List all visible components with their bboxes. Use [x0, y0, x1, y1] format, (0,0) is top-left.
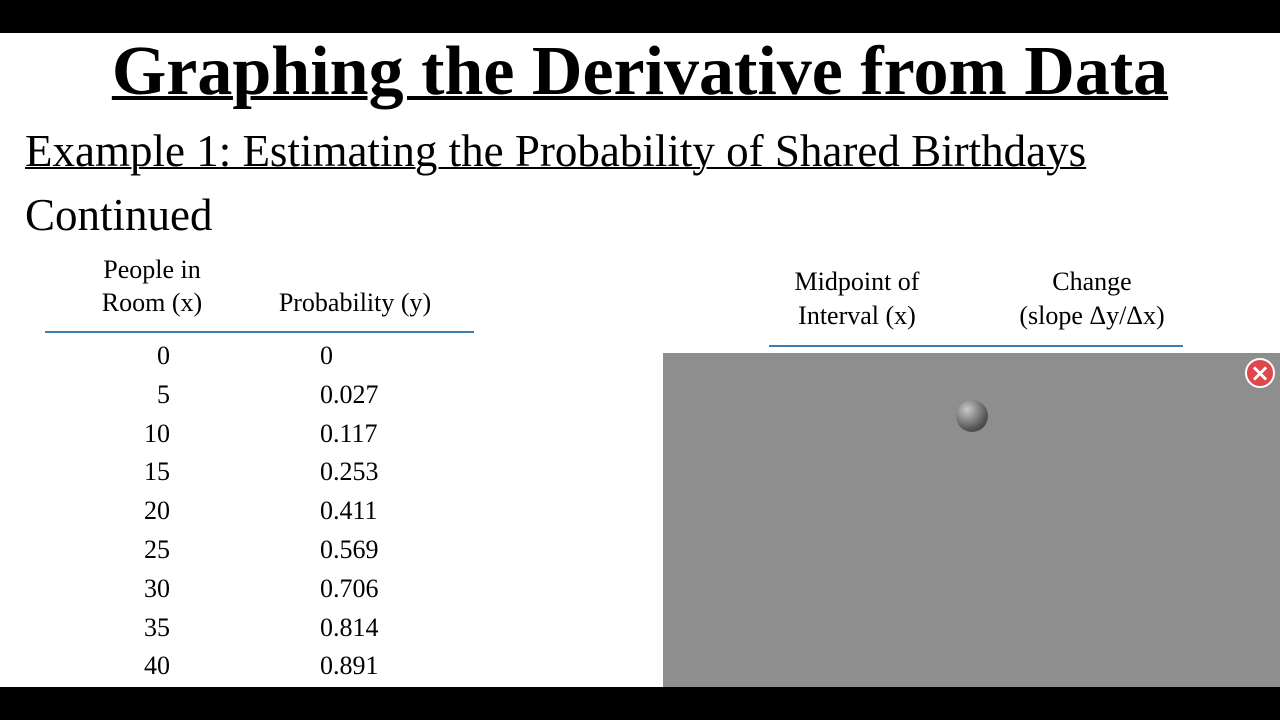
table-cell: 25	[144, 535, 170, 564]
table-cell: 0.117	[320, 418, 378, 448]
table-cell: 30	[144, 573, 170, 603]
table-cell: 0.569	[320, 535, 379, 564]
table-cell: 35	[144, 612, 170, 642]
column-header: (slope Δy/Δx)	[1019, 301, 1165, 330]
slide-subtitle: Example 1: Estimating the Probability of…	[25, 126, 1087, 176]
table-cell: 15	[144, 457, 170, 487]
loading-sphere	[956, 400, 988, 432]
column-header: Probability (y)	[278, 288, 432, 317]
table-cell: 0.814	[320, 612, 379, 642]
table-cell: 5	[157, 379, 170, 409]
column-header: Change	[1052, 267, 1132, 296]
column-header: People in	[103, 255, 201, 284]
close-button[interactable]: ×	[1245, 358, 1275, 388]
table-cell: 0	[320, 341, 333, 370]
slide-title: Graphing the Derivative from Data	[111, 33, 1169, 110]
table-rule	[769, 345, 1183, 347]
table-cell: 0.891	[320, 651, 379, 681]
table-cell: 0.706	[320, 573, 379, 603]
table-cell: 0.253	[320, 457, 379, 487]
column-header: Interval (x)	[798, 301, 916, 330]
slide: Graphing the Derivative from Data Exampl…	[0, 33, 1280, 687]
table-cell: 0.027	[320, 379, 379, 409]
continued-label: Continued	[25, 190, 213, 240]
table-cell: 0.411	[320, 496, 378, 526]
table-cell: 20	[144, 496, 170, 526]
video-overlay: ×	[663, 353, 1280, 687]
table-cell: 0	[157, 341, 170, 370]
column-header: Midpoint of	[794, 267, 920, 296]
table-cell: 10	[144, 418, 170, 448]
table-cell: 40	[144, 651, 170, 681]
column-header: Room (x)	[101, 288, 203, 317]
table-rule	[45, 331, 474, 333]
